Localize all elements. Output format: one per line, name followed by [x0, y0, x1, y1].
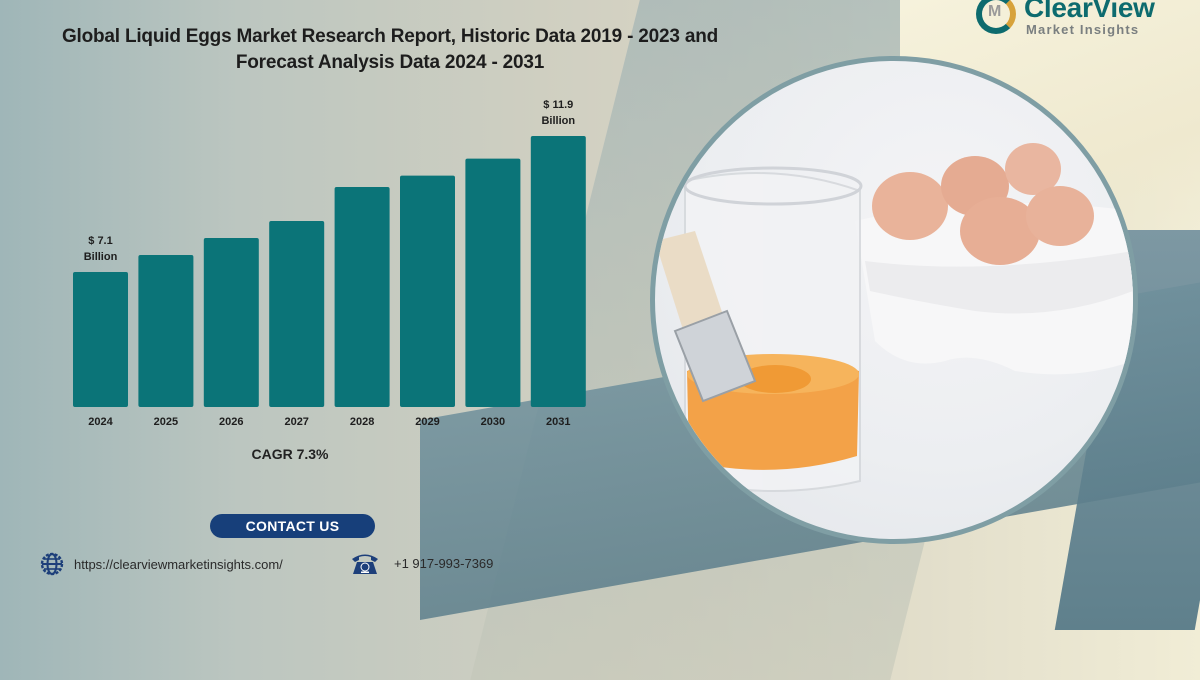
x-tick-label: 2027 — [284, 416, 308, 428]
x-tick-label: 2028 — [350, 416, 374, 428]
title-line-1: Global Liquid Eggs Market Research Repor… — [61, 26, 719, 47]
x-tick-label: 2029 — [415, 416, 439, 428]
website-link[interactable]: https://clearviewmarketinsights.com/ — [40, 552, 283, 576]
bar-2027 — [269, 221, 325, 407]
bar-2026 — [203, 238, 259, 407]
brush-handle — [655, 231, 725, 336]
bar-2025 — [138, 255, 194, 407]
phone-text[interactable]: +1 917-993-7369 — [394, 555, 494, 571]
bar-2030 — [465, 158, 521, 407]
cagr-label: CAGR 7.3% — [251, 446, 329, 462]
page-title: Global Liquid Eggs Market Research Repor… — [40, 24, 740, 76]
egg — [1026, 186, 1094, 246]
contact-us-button[interactable]: CONTACT US — [210, 514, 375, 538]
logo: M ClearView Market Insights — [976, 0, 1198, 44]
globe-icon — [40, 552, 64, 576]
bar-2024 — [73, 272, 128, 407]
data-label-first-amount: $ 7.1 — [88, 235, 112, 247]
x-tick-label: 2024 — [88, 416, 113, 428]
telephone-icon — [352, 554, 378, 574]
bar-2029 — [400, 175, 455, 407]
logo-name: ClearView — [1024, 0, 1155, 23]
x-tick-label: 2030 — [481, 416, 505, 428]
phone-link[interactable]: +1 917-993-7369 — [350, 550, 493, 576]
liquid-egg-photo — [650, 56, 1138, 544]
egg — [872, 172, 948, 240]
logo-m-icon: M — [988, 3, 1002, 20]
photo-illustration — [655, 143, 1133, 492]
brush-ferrule — [673, 309, 757, 403]
bar-2028 — [334, 187, 390, 407]
website-text[interactable]: https://clearviewmarketinsights.com/ — [74, 556, 283, 572]
logo-ring-icon — [976, 0, 1016, 34]
logo-subtitle: Market Insights — [1026, 22, 1140, 37]
data-label-first-unit: Billion — [84, 251, 118, 263]
x-tick-label: 2025 — [154, 416, 178, 428]
data-label-last-amount: $ 11.9 — [543, 99, 573, 111]
bar-2031 — [530, 136, 586, 407]
data-label-last-unit: Billion — [541, 115, 575, 127]
bar-chart: 2024 2025 2026 2027 2028 2029 2030 2031 $ 7.1 Bil… — [73, 99, 586, 428]
title-line-2: Forecast Analysis Data 2024 - 2031 — [235, 52, 545, 73]
egg — [1005, 143, 1061, 195]
x-tick-label: 2031 — [546, 416, 570, 428]
x-tick-label: 2026 — [219, 416, 243, 428]
egg — [960, 197, 1040, 265]
